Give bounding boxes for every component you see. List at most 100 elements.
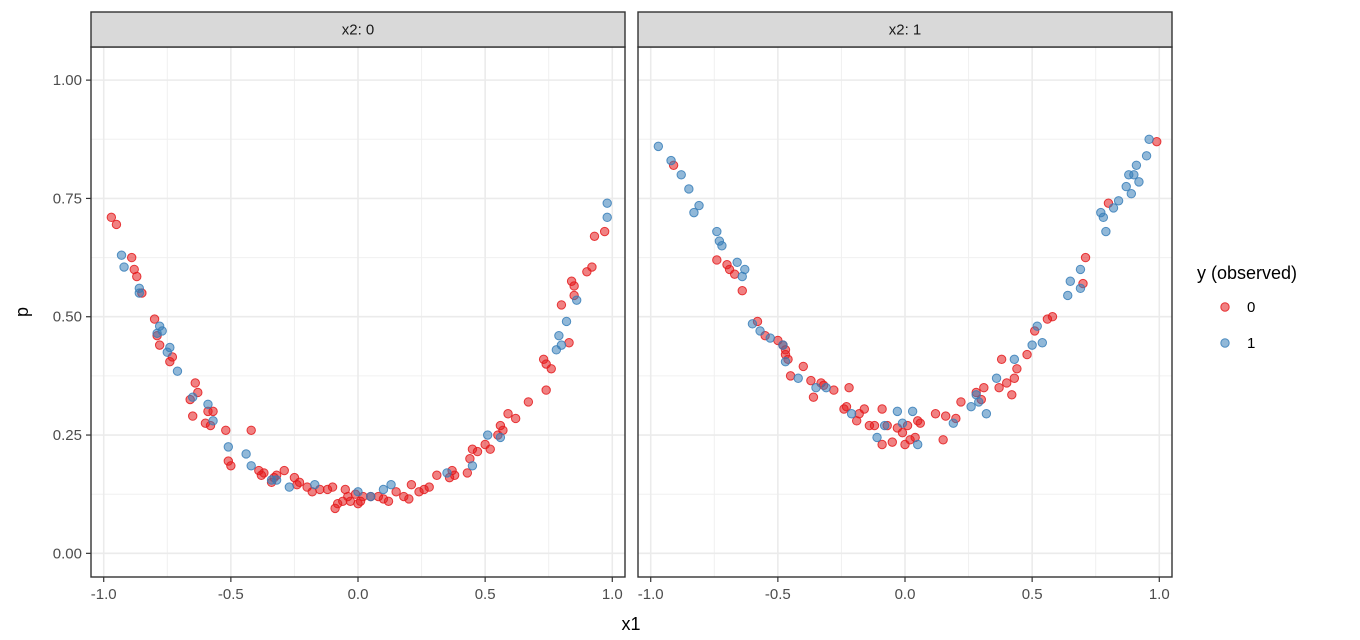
y-tick-label: 0.50 bbox=[53, 309, 82, 326]
point-panel1-series1 bbox=[1129, 170, 1139, 180]
point-panel0-series1 bbox=[442, 468, 452, 478]
point-panel1-series1 bbox=[1126, 189, 1137, 199]
point-panel1-series1 bbox=[737, 271, 747, 282]
point-panel0-series0 bbox=[541, 385, 551, 395]
y-tick-label: 0.75 bbox=[53, 190, 82, 207]
point-panel0-series0 bbox=[472, 446, 483, 457]
point-panel1-series0 bbox=[930, 409, 941, 419]
point-panel0-series1 bbox=[495, 432, 506, 443]
point-panel0-series0 bbox=[259, 468, 269, 478]
point-panel1-series0 bbox=[877, 439, 887, 450]
point-panel1-series0 bbox=[938, 435, 948, 445]
point-panel0-series1 bbox=[482, 430, 493, 440]
x-tick-label: -1.0 bbox=[638, 586, 664, 603]
point-panel1-series1 bbox=[1131, 160, 1142, 171]
point-panel0-series0 bbox=[149, 314, 160, 324]
point-panel0-series0 bbox=[391, 487, 401, 497]
point-panel1-series1 bbox=[1037, 338, 1048, 348]
point-panel0-series1 bbox=[241, 449, 251, 459]
point-panel0-series1 bbox=[602, 198, 612, 208]
point-panel0-series0 bbox=[294, 477, 305, 488]
point-panel1-series1 bbox=[765, 333, 775, 343]
point-panel1-series0 bbox=[869, 420, 880, 431]
point-panel0-series1 bbox=[556, 340, 567, 350]
point-panel1-series1 bbox=[1101, 226, 1111, 237]
facet-strip bbox=[90, 11, 626, 48]
x-tick-label: 0.5 bbox=[1022, 586, 1043, 603]
point-panel0-series1 bbox=[378, 484, 389, 495]
point-panel1-series0 bbox=[996, 354, 1007, 365]
point-panel1-series1 bbox=[872, 432, 882, 443]
point-panel1-series0 bbox=[1080, 252, 1091, 263]
point-panel0-series0 bbox=[462, 468, 473, 478]
y-axis: 0.00 0.25 0.50 0.75 1.00 bbox=[53, 72, 91, 562]
point-panel1-series1 bbox=[991, 373, 1002, 383]
point-panel0-series1 bbox=[386, 480, 396, 490]
point-panel0-series1 bbox=[203, 399, 213, 409]
legend-label-1: 1 bbox=[1247, 335, 1255, 352]
point-panel0-series0 bbox=[556, 300, 567, 310]
point-panel0-series0 bbox=[589, 231, 600, 241]
point-panel0-series0 bbox=[503, 409, 513, 419]
point-panel1-series1 bbox=[846, 409, 857, 419]
point-panel0-series0 bbox=[424, 482, 434, 492]
point-panel0-series1 bbox=[310, 480, 320, 490]
point-panel1-series1 bbox=[966, 401, 976, 412]
point-panel1-series0 bbox=[808, 392, 819, 402]
point-panel0-series0 bbox=[327, 482, 338, 492]
point-panel1-series0 bbox=[844, 383, 854, 393]
point-panel1-series0 bbox=[940, 411, 951, 421]
point-panel0-series1 bbox=[467, 461, 478, 471]
point-panel0-series1 bbox=[284, 482, 295, 492]
point-panel1-series0 bbox=[785, 371, 796, 381]
point-panel1-series1 bbox=[907, 406, 918, 417]
point-panel0-series0 bbox=[449, 470, 460, 480]
point-panel1-series0 bbox=[1009, 373, 1020, 383]
point-panel1-series1 bbox=[1075, 264, 1086, 275]
point-panel1-series0 bbox=[1007, 390, 1017, 400]
point-panel1-series1 bbox=[676, 170, 686, 180]
point-panel1-series0 bbox=[994, 383, 1004, 393]
point-panel1-series1 bbox=[1027, 340, 1037, 350]
point-panel0-series1 bbox=[165, 342, 175, 353]
point-panel0-series0 bbox=[404, 494, 414, 504]
panels: x2: 0 x2: 1 bbox=[90, 11, 1173, 578]
point-panel1-series0 bbox=[798, 361, 808, 372]
point-panel1-series1 bbox=[897, 418, 908, 428]
point-panel1-series0 bbox=[1002, 378, 1012, 388]
point-panel1-series1 bbox=[821, 383, 831, 393]
point-panel1-series0 bbox=[712, 255, 722, 265]
legend-entry-0: 0 bbox=[1220, 299, 1255, 316]
point-panel1-series0 bbox=[1022, 349, 1032, 360]
point-panel1-series1 bbox=[778, 340, 788, 350]
point-panel0-series0 bbox=[188, 411, 198, 421]
point-panel1-series1 bbox=[1141, 151, 1152, 161]
point-panel0-series0 bbox=[383, 496, 394, 506]
x-axis-title: x1 bbox=[621, 614, 640, 634]
facet-strip-label: x2: 0 bbox=[342, 22, 375, 39]
point-panel1-series1 bbox=[913, 439, 923, 450]
legend: y (observed) 0 1 bbox=[1197, 263, 1297, 352]
point-panel1-series1 bbox=[1113, 196, 1124, 206]
point-panel1-series1 bbox=[1065, 276, 1075, 286]
y-axis-title: p bbox=[12, 307, 32, 317]
point-panel0-series0 bbox=[132, 271, 142, 282]
point-panel1-series0 bbox=[897, 427, 908, 438]
point-panel0-series0 bbox=[111, 219, 122, 230]
point-panel1-series1 bbox=[1009, 354, 1020, 365]
point-panel1-series1 bbox=[780, 356, 791, 367]
point-panel1-series0 bbox=[829, 385, 839, 395]
point-panel0-series0 bbox=[485, 444, 495, 454]
point-panel1-series1 bbox=[1108, 203, 1119, 213]
legend-title: y (observed) bbox=[1197, 263, 1297, 283]
point-panel1-series0 bbox=[979, 383, 989, 393]
point-panel0-series1 bbox=[119, 262, 129, 272]
y-tick-label: 0.00 bbox=[53, 545, 82, 562]
point-panel1-series1 bbox=[1098, 212, 1109, 223]
point-panel0-series1 bbox=[157, 326, 167, 336]
point-panel1-series1 bbox=[1144, 134, 1154, 144]
point-panel1-series1 bbox=[694, 200, 704, 211]
legend-label-0: 0 bbox=[1247, 299, 1255, 316]
point-panel0-series0 bbox=[126, 252, 137, 263]
x-tick-label: -1.0 bbox=[91, 586, 117, 603]
